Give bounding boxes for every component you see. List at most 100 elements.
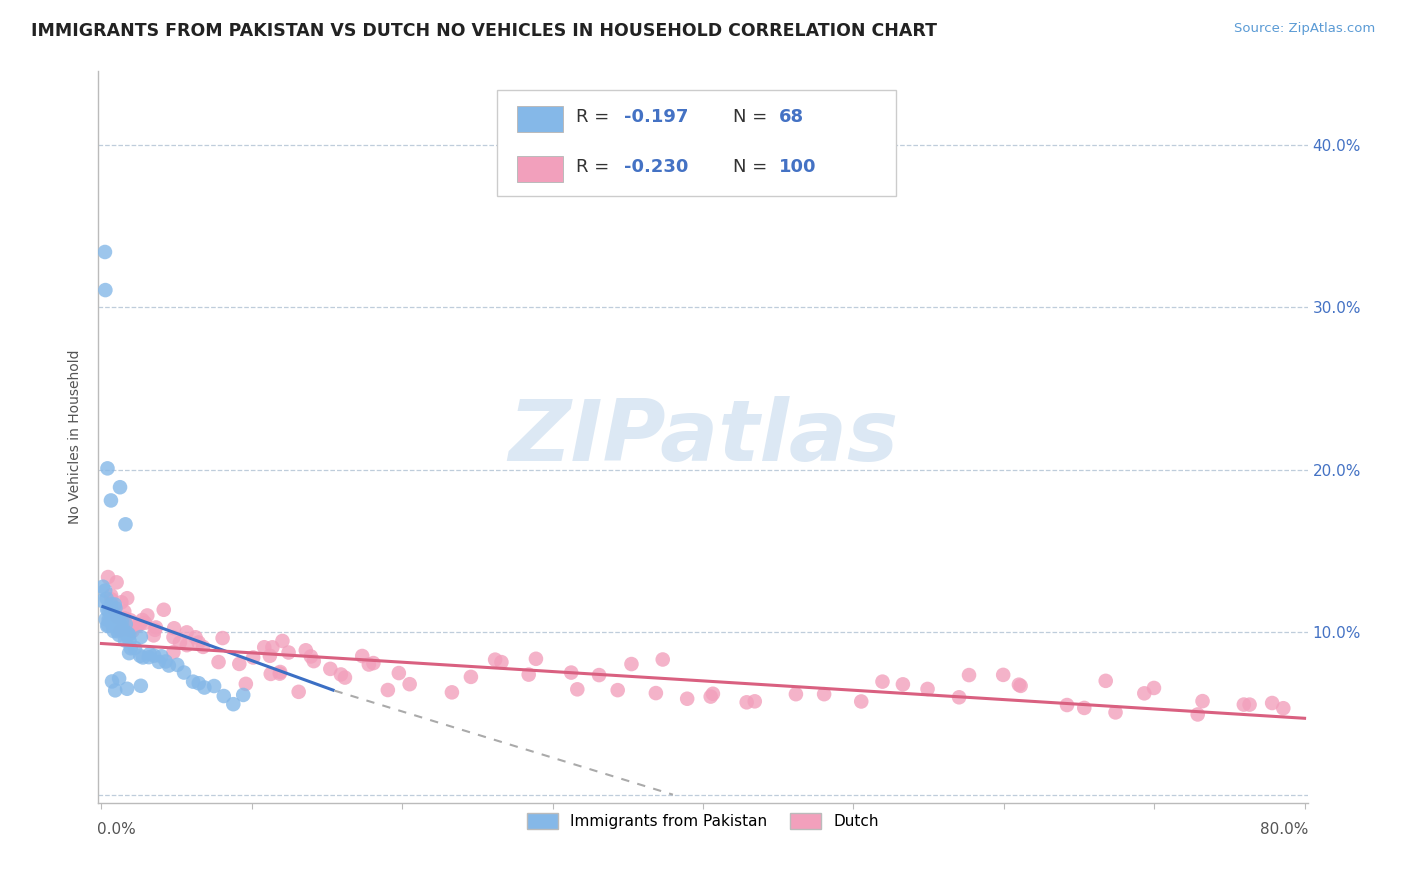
Point [162, 645, 184, 659]
Legend: Immigrants from Pakistan, Dutch: Immigrants from Pakistan, Dutch [522, 807, 884, 836]
Point [1143, 681, 1166, 695]
Point [271, 634, 294, 648]
Point [176, 638, 198, 652]
Point [118, 646, 141, 660]
Point [588, 668, 610, 682]
Point [1191, 694, 1213, 708]
Point [97, 618, 120, 632]
Point [107, 613, 129, 627]
Point [228, 657, 250, 671]
Point [491, 655, 513, 669]
Point [114, 617, 136, 632]
Point [118, 633, 141, 648]
Point [100, 493, 122, 508]
Point [891, 677, 914, 691]
Text: -0.230: -0.230 [624, 158, 689, 177]
Text: 0.0%: 0.0% [97, 822, 136, 837]
Point [114, 633, 136, 648]
Point [162, 630, 184, 644]
Point [1056, 698, 1078, 712]
Point [212, 689, 235, 703]
Point [101, 605, 124, 619]
Point [94, 612, 117, 626]
Point [97, 604, 120, 618]
Text: R =: R = [576, 158, 614, 177]
Point [100, 592, 122, 607]
Point [103, 612, 125, 626]
Point [100, 602, 122, 616]
Text: 80.0%: 80.0% [1260, 822, 1309, 837]
Point [111, 621, 134, 635]
Point [1261, 696, 1284, 710]
FancyBboxPatch shape [517, 156, 562, 182]
Point [96, 619, 118, 633]
Point [253, 640, 276, 655]
Point [299, 649, 322, 664]
Text: R =: R = [576, 109, 614, 127]
Point [993, 668, 1015, 682]
Point [560, 665, 582, 680]
Point [103, 601, 125, 615]
Point [108, 615, 131, 630]
Point [260, 667, 283, 681]
Point [100, 597, 122, 611]
Point [104, 683, 127, 698]
Point [620, 657, 643, 671]
Point [129, 679, 152, 693]
Point [294, 643, 316, 657]
Point [163, 621, 186, 635]
Point [1008, 678, 1031, 692]
Point [96, 461, 118, 475]
Point [115, 591, 138, 606]
Point [129, 617, 152, 632]
Text: ZIPatlas: ZIPatlas [508, 395, 898, 479]
Point [145, 620, 167, 634]
Point [191, 640, 214, 654]
Text: -0.197: -0.197 [624, 109, 689, 127]
Point [872, 674, 894, 689]
Point [107, 613, 129, 627]
Point [363, 656, 385, 670]
Point [702, 687, 724, 701]
Point [114, 517, 136, 532]
Point [1187, 707, 1209, 722]
Point [460, 670, 482, 684]
Point [105, 610, 128, 624]
Point [1073, 701, 1095, 715]
Point [115, 628, 138, 642]
Point [222, 697, 245, 711]
Point [242, 650, 264, 665]
Point [107, 624, 129, 639]
Point [118, 628, 141, 642]
Point [117, 626, 139, 640]
Point [134, 615, 156, 630]
Point [651, 652, 673, 666]
Point [108, 628, 131, 642]
Point [91, 594, 114, 608]
Point [484, 653, 506, 667]
Point [132, 650, 155, 665]
Point [1133, 686, 1156, 700]
Point [277, 646, 299, 660]
Point [676, 691, 699, 706]
Point [1272, 701, 1295, 715]
Point [96, 603, 118, 617]
Point [333, 671, 356, 685]
Point [97, 613, 120, 627]
Point [110, 595, 132, 609]
Point [124, 640, 146, 655]
Point [136, 608, 159, 623]
Point [98, 614, 121, 628]
Text: N =: N = [734, 158, 773, 177]
Point [440, 685, 463, 699]
Point [262, 640, 284, 655]
Point [155, 655, 177, 669]
FancyBboxPatch shape [517, 106, 562, 132]
FancyBboxPatch shape [498, 90, 897, 195]
Point [567, 682, 589, 697]
Point [207, 655, 229, 669]
Point [377, 683, 399, 698]
Point [517, 667, 540, 681]
Point [1104, 706, 1126, 720]
Point [104, 601, 127, 615]
